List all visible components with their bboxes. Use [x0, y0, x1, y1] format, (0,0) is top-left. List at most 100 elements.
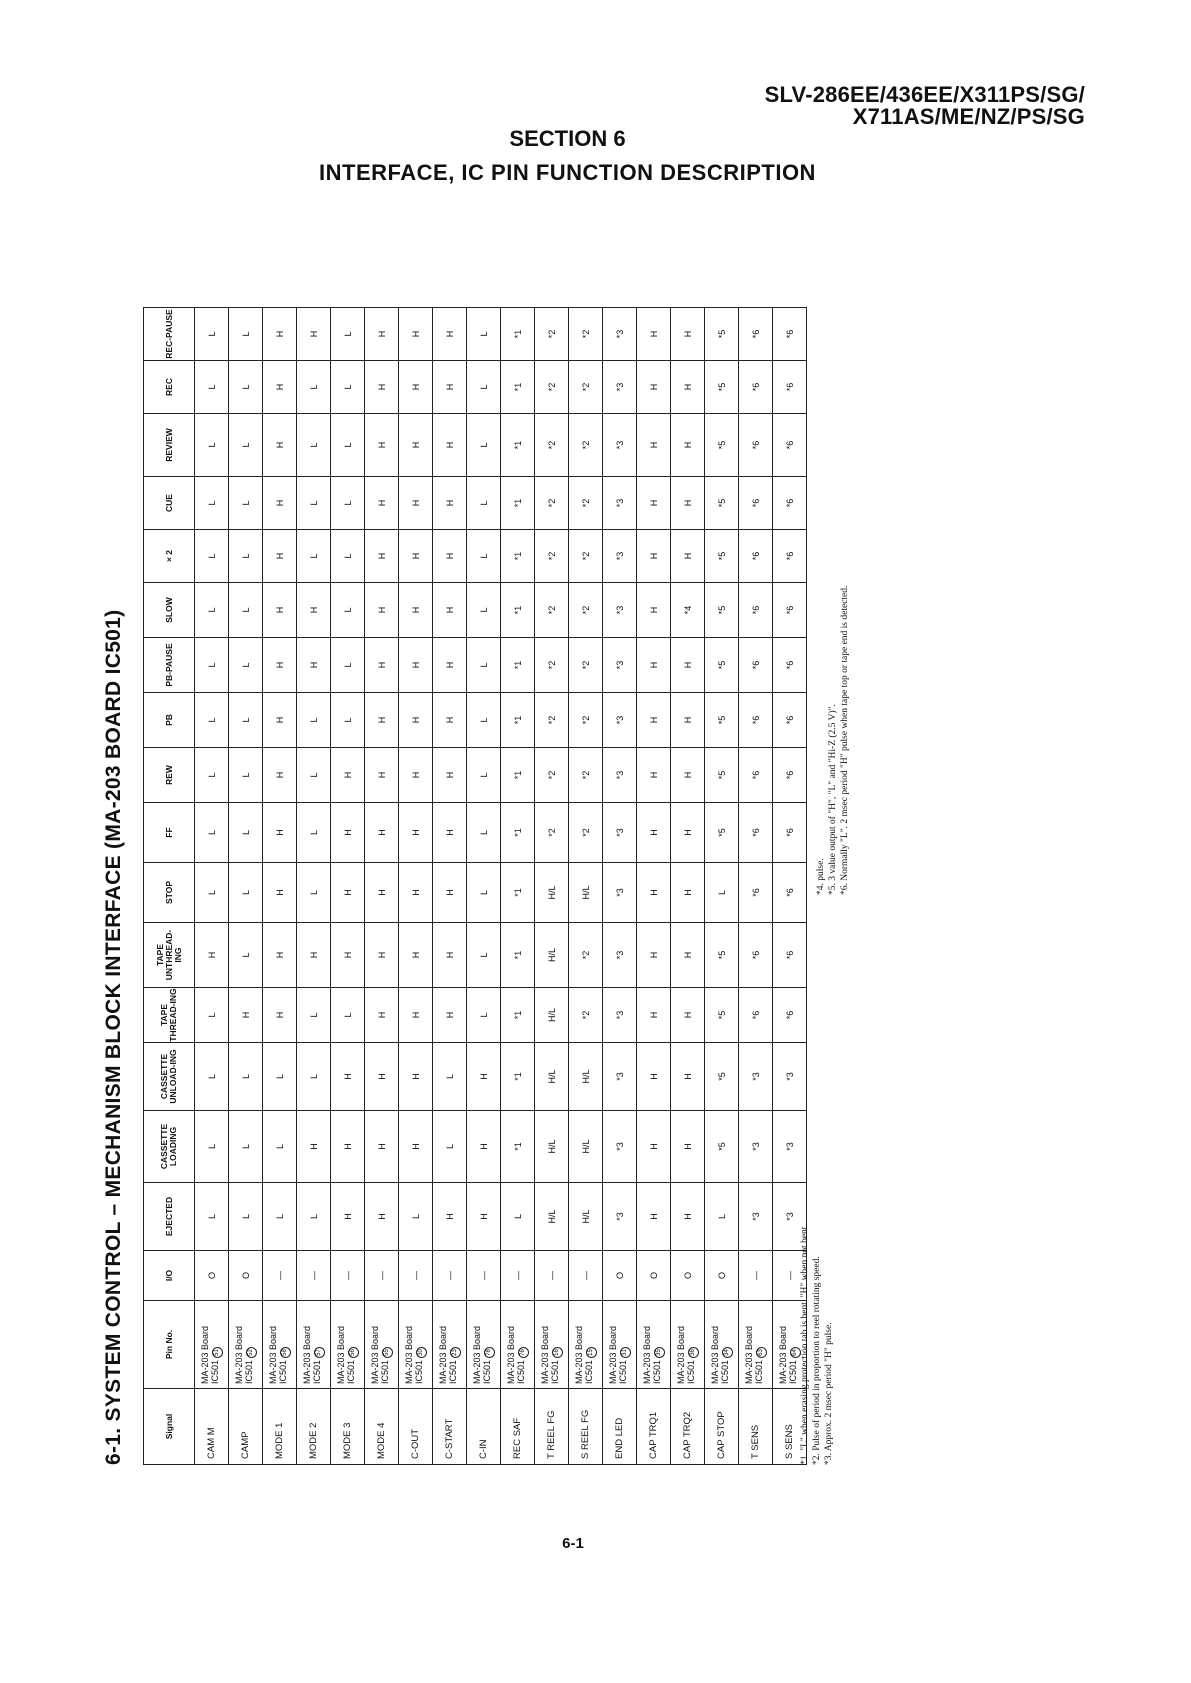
state-cell: H [262, 413, 297, 477]
state-cell: *3 [602, 413, 637, 477]
state-cell: L [228, 413, 263, 477]
state-cell: H [636, 307, 671, 361]
state-cell: H [364, 476, 399, 530]
model-numbers-line2: X711AS/ME/NZ/PS/SG [852, 104, 1085, 129]
state-cell: H [670, 862, 705, 923]
state-cell: H [432, 802, 467, 863]
state-cell: *2 [568, 360, 603, 414]
state-cell: H [670, 692, 705, 748]
page-number: 6-1 [562, 1535, 584, 1552]
state-cell: H [262, 802, 297, 863]
state-cell: H [432, 529, 467, 583]
state-cell: H [364, 747, 399, 803]
state-cell: *4 [670, 582, 705, 638]
state-cell: H [330, 1110, 365, 1183]
circled-pin-number: 16 [552, 1346, 563, 1358]
state-cell: *2 [534, 802, 569, 863]
state-cell: *6 [738, 529, 773, 583]
column-header: FF [143, 802, 195, 863]
state-cell: *3 [738, 1110, 773, 1183]
state-cell: *6 [772, 360, 807, 414]
state-cell: *6 [738, 582, 773, 638]
state-cell: H [670, 360, 705, 414]
pin-number: MA-203 Board IC50152 [228, 1300, 263, 1389]
state-cell: H [398, 802, 433, 863]
state-cell: H [398, 413, 433, 477]
state-cell: L [228, 360, 263, 414]
state-cell: *2 [534, 747, 569, 803]
state-cell: H [330, 747, 365, 803]
state-cell: H [432, 692, 467, 748]
state-cell: L [296, 529, 331, 583]
state-cell: *2 [568, 476, 603, 530]
state-cell: H [432, 413, 467, 477]
state-cell: L [330, 413, 365, 477]
state-cell: *6 [772, 802, 807, 863]
state-cell: *5 [704, 922, 739, 988]
state-cell: H [262, 529, 297, 583]
state-cell: *5 [704, 1110, 739, 1183]
state-cell: *6 [772, 637, 807, 693]
state-cell: H [432, 987, 467, 1043]
state-cell: H [432, 637, 467, 693]
state-cell: *2 [534, 582, 569, 638]
state-cell: L [194, 1182, 229, 1251]
state-cell: H [670, 1042, 705, 1111]
signal-name: CAMP [228, 1388, 263, 1465]
state-cell: L [296, 747, 331, 803]
state-cell: *3 [602, 476, 637, 530]
pin-number: MA-203 Board IC50115 [568, 1300, 603, 1389]
state-cell: L [194, 692, 229, 748]
table-row: C-START MA-203 Board IC50123— H L L H H H H H H H H H… [432, 307, 467, 1465]
state-cell: *1 [500, 529, 535, 583]
state-cell: *1 [500, 637, 535, 693]
state-cell: L [194, 413, 229, 477]
state-cell: L [228, 747, 263, 803]
table-row: REC SAF MA-203 Board IC50176— L *1 *1 *1 *1 *1 *… [500, 307, 535, 1465]
state-cell: *5 [704, 692, 739, 748]
column-header: CASSETTE LOADING [143, 1110, 195, 1183]
state-cell: H [432, 307, 467, 361]
interface-table: Signal Pin No. I/O EJECTED CASSETTE LOADING C… [143, 307, 807, 1465]
pin-number: MA-203 Board IC50178 [466, 1300, 501, 1389]
circled-pin-number: 78 [484, 1346, 495, 1358]
state-cell: *3 [602, 862, 637, 923]
state-cell: H [636, 747, 671, 803]
state-cell: H [636, 476, 671, 530]
column-header: REC [143, 360, 195, 414]
state-cell: H [398, 307, 433, 361]
io-direction: — [534, 1250, 569, 1301]
state-cell: H [364, 1182, 399, 1251]
state-cell: H [670, 476, 705, 530]
state-cell: *6 [738, 987, 773, 1043]
state-cell: H [466, 1182, 501, 1251]
state-cell: *1 [500, 307, 535, 361]
state-cell: *6 [772, 987, 807, 1043]
state-cell: *1 [500, 360, 535, 414]
state-cell: L [432, 1042, 467, 1111]
column-header: REVIEW [143, 413, 195, 477]
pin-number: MA-203 Board IC50135 [636, 1300, 671, 1389]
column-header: I/O [143, 1250, 195, 1301]
state-cell: L [296, 862, 331, 923]
pin-number: MA-203 Board IC50157 [296, 1300, 331, 1389]
state-cell: *2 [568, 692, 603, 748]
state-cell: H [364, 529, 399, 583]
state-cell: *3 [602, 987, 637, 1043]
column-header: REC-PAUSE [143, 307, 195, 361]
state-cell: H [364, 360, 399, 414]
state-cell: *5 [704, 637, 739, 693]
state-cell: H [364, 987, 399, 1043]
state-cell: *2 [534, 692, 569, 748]
state-cell: L [194, 862, 229, 923]
state-cell: L [262, 1042, 297, 1111]
io-direction: — [262, 1250, 297, 1301]
table-title: 6-1. SYSTEM CONTROL – MECHANISM BLOCK IN… [102, 609, 125, 1465]
footnote-2: *2. Pulse of period in proportion to ree… [812, 1256, 822, 1465]
table-row: CAP TRQ2 MA-203 Board IC50136 O H H H H H H H H H H *… [670, 307, 705, 1465]
state-cell: H [364, 922, 399, 988]
state-cell: H [670, 747, 705, 803]
state-cell: *6 [772, 862, 807, 923]
state-cell: H [262, 307, 297, 361]
state-cell: H [364, 692, 399, 748]
